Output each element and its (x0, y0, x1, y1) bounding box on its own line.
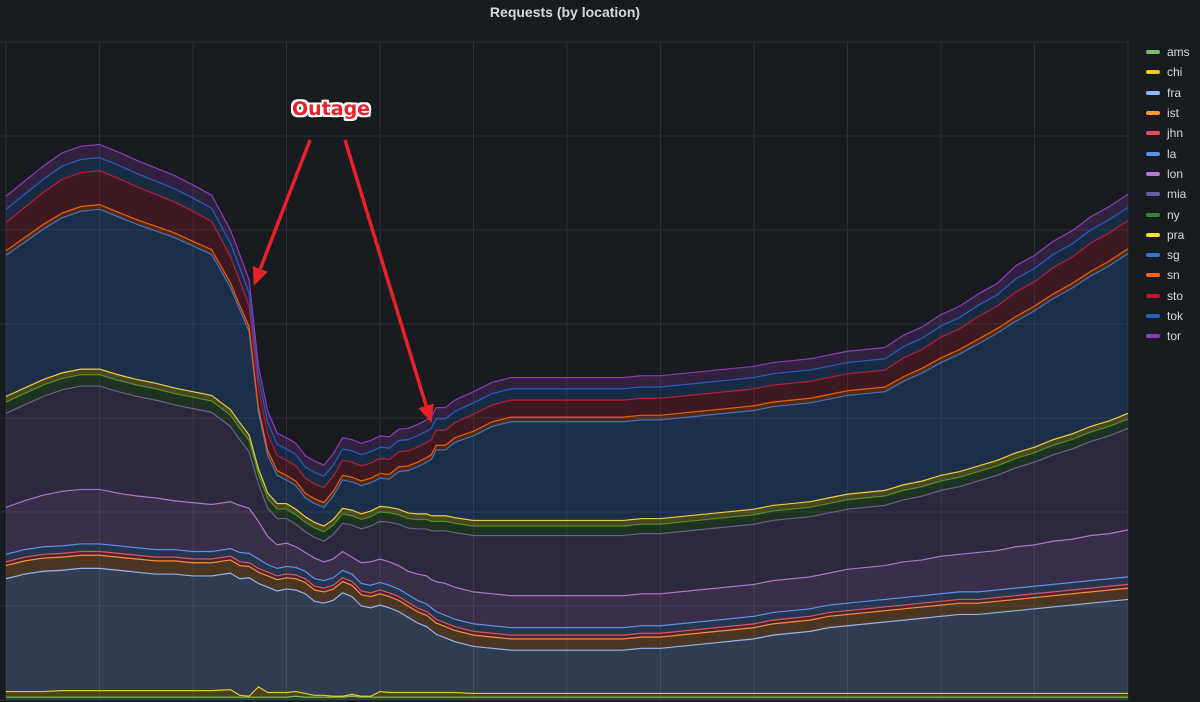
legend-label: pra (1167, 227, 1185, 242)
series-line-lon[interactable] (5, 488, 1129, 597)
legend-item-ist[interactable]: ist (1146, 103, 1190, 123)
legend-swatch (1146, 273, 1160, 278)
grid-lines (0, 41, 1129, 701)
series-area-fra (6, 568, 1128, 697)
outage-annotation-label: Outage (292, 98, 371, 120)
legend-item-jhn[interactable]: jhn (1146, 123, 1190, 143)
series-line-fra[interactable] (5, 567, 1129, 651)
legend-item-mia[interactable]: mia (1146, 184, 1190, 204)
legend-label: sn (1167, 268, 1180, 283)
series-line-chi[interactable] (6, 686, 1128, 697)
series-line-sn[interactable] (5, 204, 1129, 504)
legend-item-ams[interactable]: ams (1146, 42, 1190, 62)
series-area-chi (6, 686, 1128, 698)
legend-label: fra (1167, 85, 1182, 100)
legend-swatch (1146, 111, 1160, 116)
legend-swatch (1146, 212, 1160, 217)
annotation-arrow-head (418, 403, 434, 424)
series-line-pra[interactable] (5, 368, 1129, 527)
series-line-sto[interactable] (5, 170, 1129, 489)
series-area-sto (6, 170, 1128, 503)
legend-swatch (1146, 171, 1160, 176)
legend-label: sto (1167, 288, 1184, 303)
legend-item-fra[interactable]: fra (1146, 83, 1190, 103)
legend-swatch (1146, 131, 1160, 136)
legend-swatch (1146, 253, 1160, 258)
legend-swatch (1146, 151, 1160, 156)
legend-item-sto[interactable]: sto (1146, 286, 1190, 306)
series-line-la[interactable] (5, 543, 1129, 629)
legend-item-ny[interactable]: ny (1146, 204, 1190, 224)
legend-item-chi[interactable]: chi (1146, 62, 1190, 82)
legend-label: sg (1167, 248, 1180, 263)
legend-label: tor (1167, 329, 1182, 344)
legend-item-tok[interactable]: tok (1146, 306, 1190, 326)
series-line-tor[interactable] (5, 143, 1129, 466)
legend-item-sg[interactable]: sg (1146, 245, 1190, 265)
series-area-ny (6, 374, 1128, 542)
legend-label: ams (1167, 45, 1190, 60)
legend-label: lon (1167, 166, 1184, 181)
legend-label: ny (1167, 207, 1180, 222)
series-line-ams[interactable] (6, 695, 1128, 698)
legend-label: chi (1167, 65, 1183, 80)
series-line-jhn[interactable] (5, 550, 1129, 636)
series-layer (5, 143, 1129, 700)
legend-label: la (1167, 146, 1177, 161)
legend-item-la[interactable]: la (1146, 143, 1190, 163)
annotation-arrow-shaft (343, 139, 428, 407)
legend-label: tok (1167, 309, 1184, 323)
legend-item-lon[interactable]: lon (1146, 164, 1190, 184)
legend-swatch (1146, 70, 1160, 75)
series-line-sg[interactable] (5, 208, 1129, 509)
legend-item-pra[interactable]: pra (1146, 225, 1190, 245)
panel-title: Requests (by location) (489, 4, 641, 20)
series-area-mia (6, 386, 1128, 596)
legend-label: jhn (1167, 126, 1184, 141)
legend-swatch (1146, 50, 1160, 55)
series-line-ny[interactable] (5, 374, 1129, 533)
legend-swatch (1146, 192, 1160, 197)
annotation-arrows (252, 139, 434, 424)
legend-item-tor[interactable]: tor (1146, 326, 1190, 346)
legend-swatch (1146, 293, 1160, 298)
series-line-tok[interactable] (5, 157, 1129, 478)
legend-swatch (1146, 314, 1160, 318)
series-line-ist[interactable] (5, 554, 1129, 640)
legend-label: ist (1167, 106, 1179, 121)
chart-legend: ams chi fra ist jhn la lon mia ny pra sg sn sto tok to… (1146, 42, 1190, 346)
legend-item-sn[interactable]: sn (1146, 265, 1190, 285)
legend-swatch (1146, 90, 1160, 95)
series-area-lon (6, 489, 1128, 628)
legend-label: mia (1167, 187, 1187, 202)
annotation-arrow-head (252, 266, 268, 286)
series-line-mia[interactable] (5, 385, 1129, 542)
series-area-sg (6, 209, 1128, 527)
stacked-area-chart[interactable] (0, 0, 1135, 702)
annotation-arrow-shaft (258, 139, 312, 270)
legend-swatch (1146, 334, 1160, 339)
series-area-ist (6, 555, 1128, 651)
legend-swatch (1146, 232, 1160, 237)
